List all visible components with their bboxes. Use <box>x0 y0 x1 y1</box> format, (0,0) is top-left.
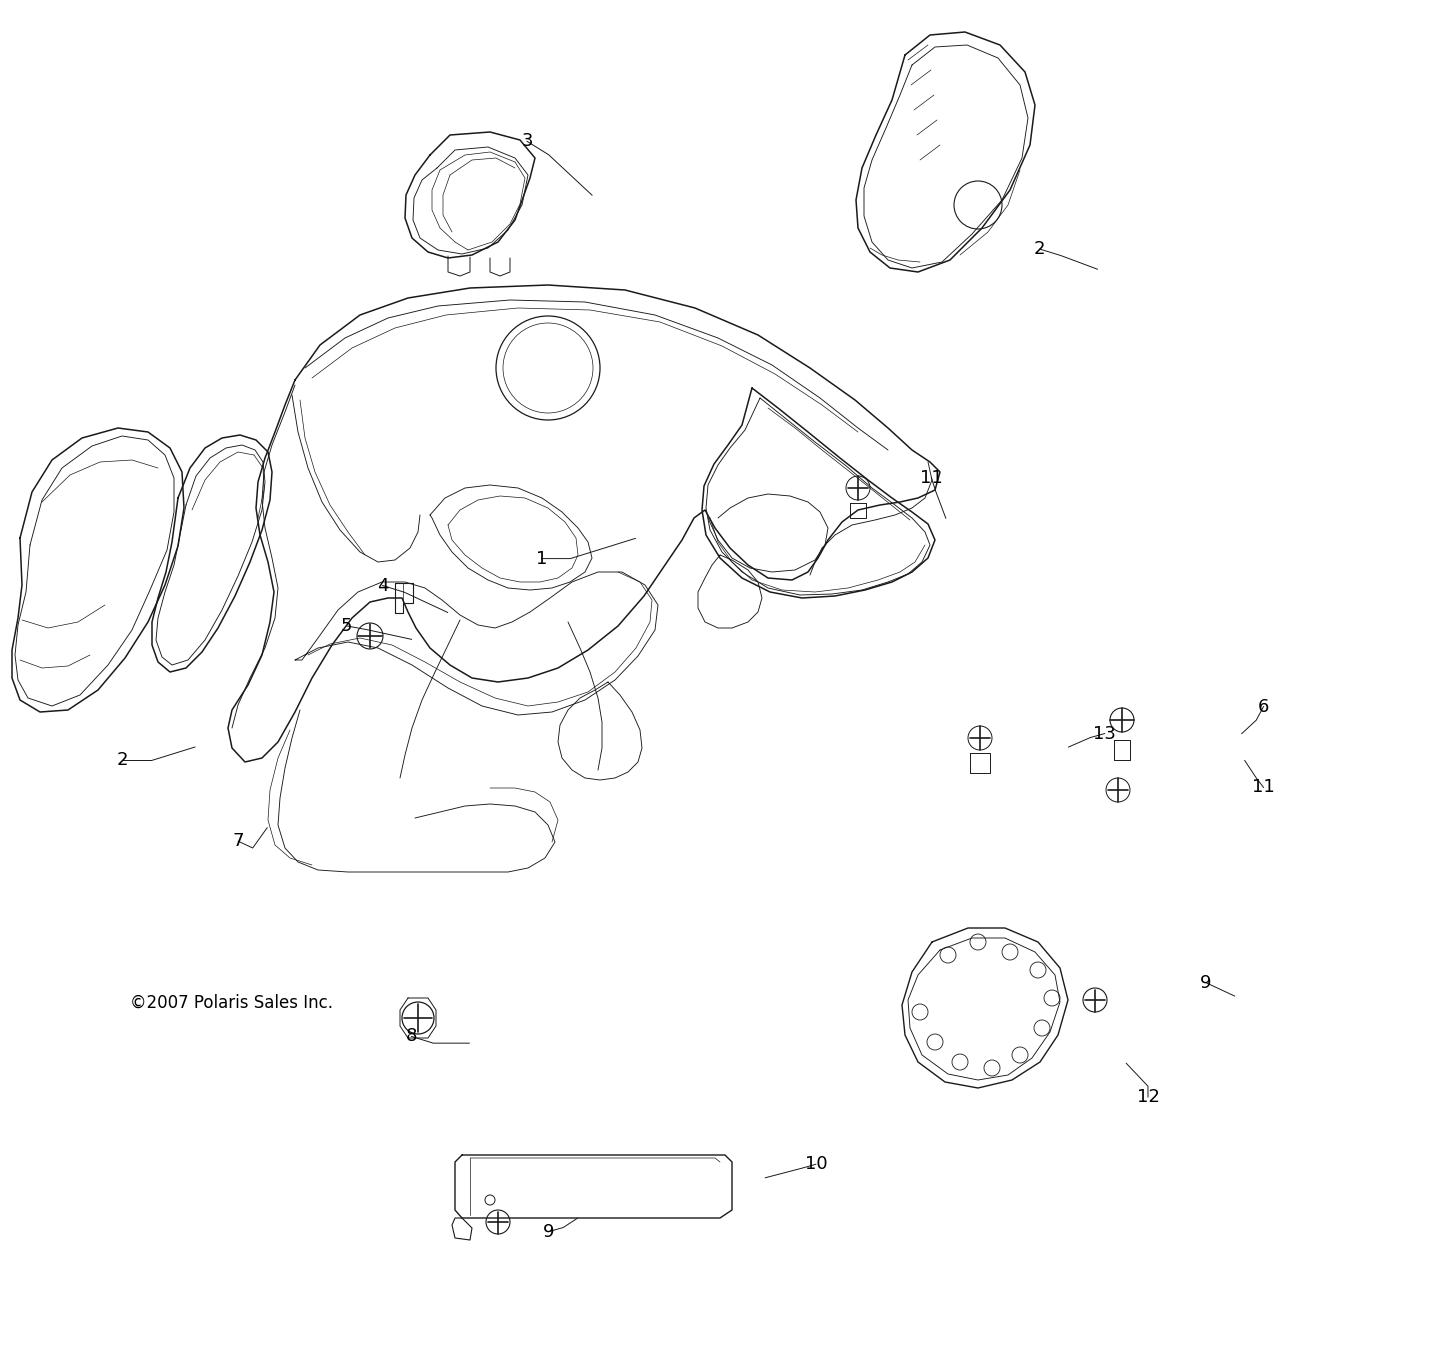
Text: 10: 10 <box>804 1155 827 1174</box>
Text: 8: 8 <box>406 1027 417 1046</box>
Text: 5: 5 <box>341 616 352 635</box>
Text: 13: 13 <box>1093 724 1116 743</box>
Text: ©2007 Polaris Sales Inc.: ©2007 Polaris Sales Inc. <box>130 993 334 1012</box>
Text: 4: 4 <box>377 576 388 595</box>
Text: 11: 11 <box>1252 778 1275 797</box>
Text: 6: 6 <box>1258 697 1269 716</box>
Text: 2: 2 <box>117 751 129 770</box>
Text: 1: 1 <box>536 549 547 568</box>
Text: 3: 3 <box>521 132 533 151</box>
Text: 7: 7 <box>232 832 244 851</box>
Text: 2: 2 <box>1034 240 1045 258</box>
Text: 12: 12 <box>1136 1088 1160 1106</box>
Text: 9: 9 <box>1200 973 1212 992</box>
Text: 11: 11 <box>920 468 943 487</box>
Text: 9: 9 <box>543 1222 554 1241</box>
